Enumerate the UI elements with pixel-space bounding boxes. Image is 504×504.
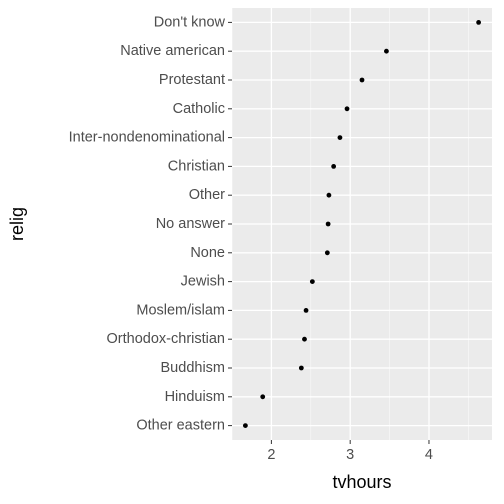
data-point bbox=[331, 164, 337, 169]
data-point bbox=[325, 221, 331, 227]
data-point bbox=[298, 365, 304, 371]
y-tick-label: None bbox=[190, 245, 225, 261]
data-point bbox=[326, 192, 332, 198]
y-tick-label: Moslem/islam bbox=[136, 302, 225, 318]
y-tick-label: Inter-nondenominational bbox=[69, 130, 225, 146]
y-tick-label: Orthodox-christian bbox=[107, 331, 225, 347]
y-axis-title: relig bbox=[7, 207, 27, 241]
data-point bbox=[303, 308, 309, 313]
y-tick-label: No answer bbox=[156, 216, 225, 232]
y-tick-label: Don't know bbox=[154, 14, 226, 30]
y-tick-label: Other bbox=[189, 187, 225, 203]
data-point bbox=[359, 77, 365, 83]
y-axis-ticks: Don't know Native american Protestant Catho… bbox=[69, 14, 232, 434]
data-point bbox=[309, 279, 315, 284]
data-point bbox=[302, 336, 307, 342]
x-axis-title: tvhours bbox=[332, 472, 391, 492]
data-points bbox=[242, 20, 482, 428]
data-point bbox=[324, 250, 330, 256]
y-tick-label: Other eastern bbox=[136, 418, 225, 434]
x-tick-label: 3 bbox=[346, 447, 354, 463]
y-tick-label: Native american bbox=[120, 43, 225, 59]
y-tick-label: Buddhism bbox=[161, 360, 225, 376]
data-point bbox=[384, 48, 389, 54]
data-point bbox=[476, 20, 482, 25]
y-tick-label: Jewish bbox=[181, 274, 225, 290]
y-tick-label: Catholic bbox=[173, 101, 225, 117]
y-tick-label: Christian bbox=[168, 158, 225, 174]
data-point bbox=[337, 135, 343, 141]
x-tick-label: 2 bbox=[267, 447, 275, 463]
data-point bbox=[260, 394, 266, 400]
data-point bbox=[344, 106, 350, 112]
y-tick-label: Hinduism bbox=[165, 389, 225, 405]
x-axis-ticks: 2 3 4 bbox=[267, 440, 433, 463]
data-point bbox=[242, 423, 248, 428]
y-tick-label: Protestant bbox=[159, 72, 225, 88]
x-tick-label: 4 bbox=[425, 447, 433, 463]
